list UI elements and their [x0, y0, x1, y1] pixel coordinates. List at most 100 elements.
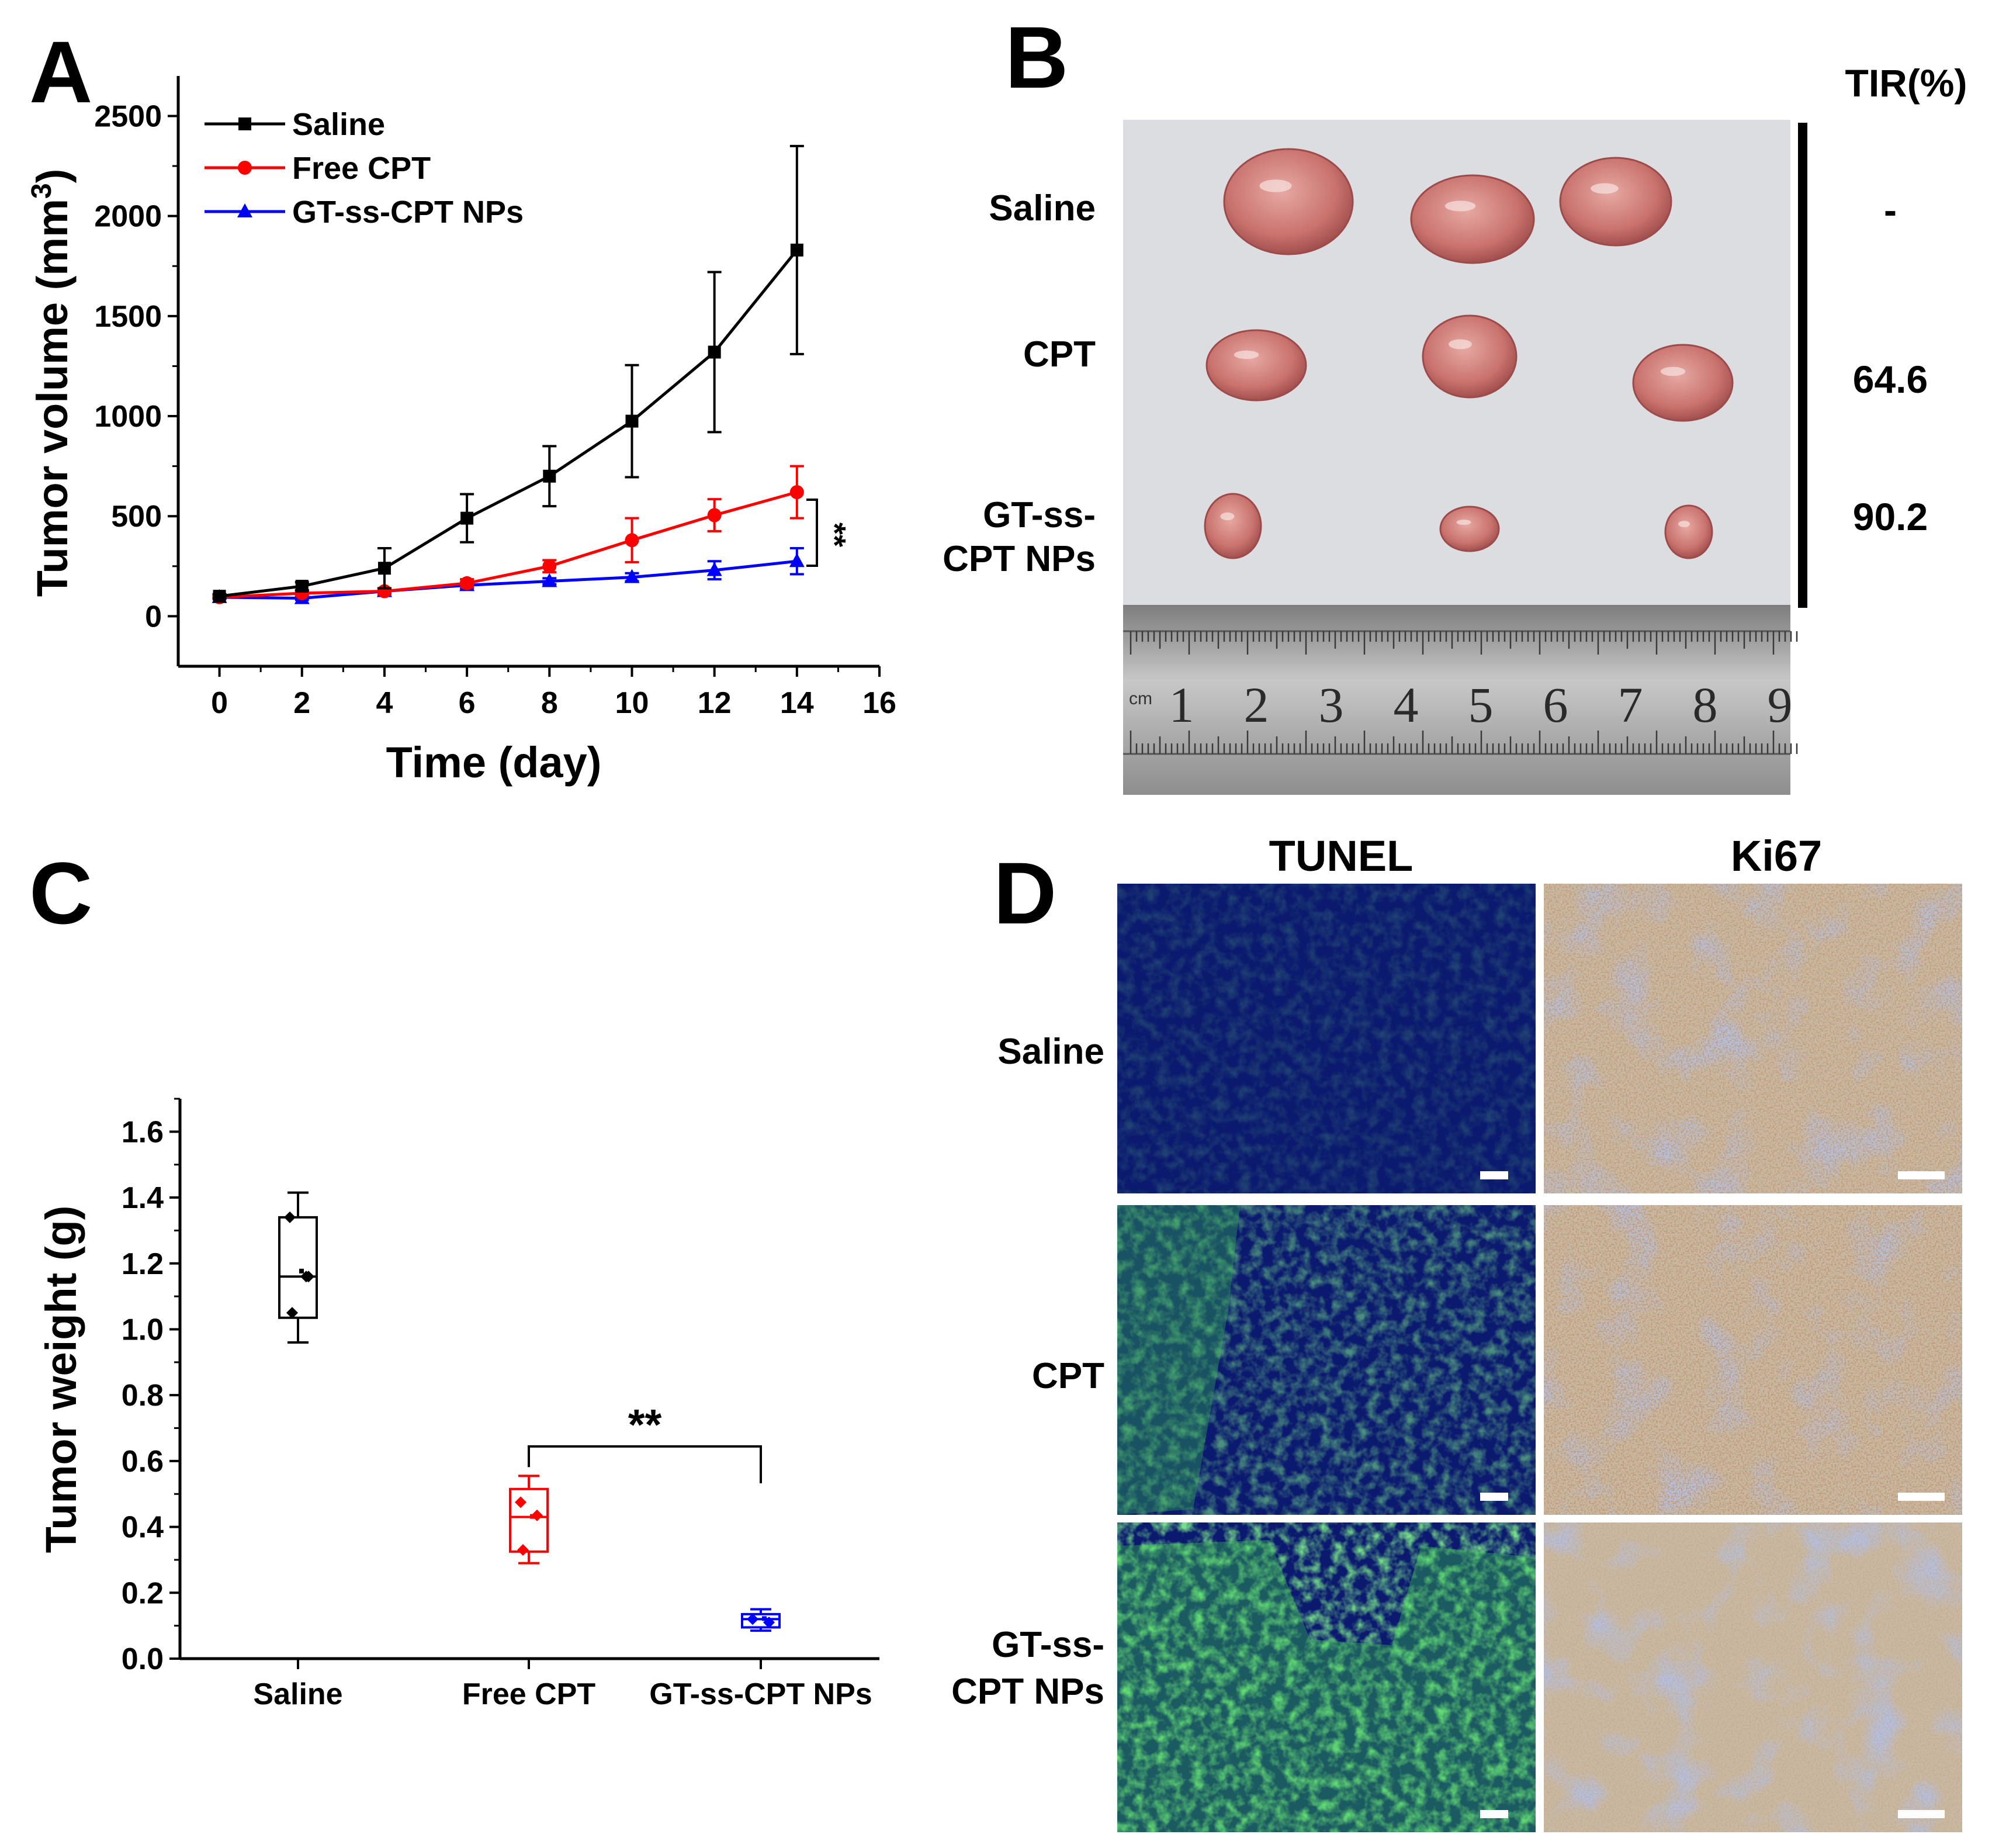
ruler-number: 9 — [1768, 677, 1793, 733]
tumor — [1223, 148, 1354, 255]
tumor-highlight — [1444, 200, 1476, 212]
box-data-point — [517, 1544, 529, 1556]
chart-a-x-tick-label: 12 — [698, 686, 732, 720]
chart-a-y-tick-label: 2000 — [94, 200, 162, 234]
photo-row-label: Saline — [989, 188, 1096, 229]
ruler-ticks — [1123, 630, 1798, 755]
scale-bar — [1480, 1493, 1508, 1501]
chart-a-x-tick-label: 16 — [862, 686, 896, 720]
scale-bar — [1898, 1171, 1945, 1179]
scale-bar — [1480, 1810, 1508, 1818]
photo-row-label: GT-ss- — [983, 495, 1096, 535]
chart-c-significance-label: ** — [628, 1400, 662, 1449]
legend-label: Saline — [292, 107, 385, 142]
chart-a-y-tick-label: 500 — [111, 500, 162, 534]
panel-label-b: B — [1005, 8, 1068, 106]
chart-c-y-tick-label: 1.4 — [122, 1181, 164, 1215]
tumor — [1205, 329, 1307, 402]
chart-c-y-tick-label: 1.2 — [122, 1247, 164, 1281]
box-data-point — [303, 1271, 314, 1283]
histology-row-label: CPT — [1032, 1356, 1104, 1396]
tumor-volume-chart: 0 2 4 6 8 10 12 14 16 0 500 1000 1500 2000 2500 Time (… — [26, 76, 896, 787]
box-iqr — [509, 1487, 549, 1553]
data-point — [790, 243, 803, 257]
panel-label-c: C — [29, 844, 92, 942]
chart-a-y-tick-label: 1000 — [94, 400, 162, 434]
column-label-ki67: Ki67 — [1731, 832, 1822, 880]
chart-a-x-tick-label: 2 — [293, 686, 310, 720]
data-point — [706, 562, 722, 576]
legend-label: GT-ss-CPT NPs — [292, 195, 524, 230]
tumor-highlight — [1678, 521, 1690, 527]
chart-c-significance-bracket — [528, 1445, 762, 1484]
box-mean — [299, 1268, 304, 1273]
chart-a-x-tick-label: 14 — [780, 686, 814, 720]
chart-c-y-label: Tumor weight (g) — [37, 1206, 85, 1553]
chart-a-significance-bracket — [806, 499, 818, 567]
tir-value: 90.2 — [1853, 495, 1928, 538]
chart-c-y-tick-label: 0.4 — [122, 1511, 164, 1545]
ruler-number: 7 — [1618, 677, 1643, 733]
tunel-signal — [1117, 1522, 1536, 1832]
chart-c-y-tick-label: 0.0 — [122, 1642, 164, 1676]
panel-d-row-labels: Saline CPT GT-ss- CPT NPs — [951, 1032, 1104, 1712]
panel-label-d: D — [993, 844, 1056, 942]
ruler-unit-label: cm — [1129, 689, 1152, 708]
data-point — [625, 414, 639, 428]
chart-c-y-tick-label: 1.6 — [122, 1115, 164, 1149]
tir-value: - — [1884, 188, 1897, 231]
tir-value: 64.6 — [1853, 358, 1928, 401]
chart-c-boxes — [278, 1191, 781, 1632]
chart-c-ticks: 0.0 0.2 0.4 0.6 0.8 1.0 1.2 1.4 1.6 Saline Free CP… — [122, 1098, 872, 1711]
chart-a-legend: Saline Free CPT GT-ss-CPT NPs — [205, 107, 524, 230]
chart-a-y-tick-label: 1500 — [94, 300, 162, 334]
box-data-point — [747, 1613, 758, 1625]
panel-label-a: A — [29, 23, 92, 121]
chart-a-y-label-sup: 3 — [26, 183, 57, 199]
data-point — [295, 580, 309, 593]
ruler-number: 6 — [1543, 677, 1568, 733]
column-label-tunel: TUNEL — [1269, 832, 1414, 880]
data-point — [707, 508, 722, 522]
chart-a-x-tick-label: 8 — [541, 686, 558, 720]
scale-bar — [1898, 1493, 1945, 1501]
chart-a-y-tick-label: 2500 — [94, 99, 162, 133]
histology-row-label: Saline — [997, 1032, 1104, 1072]
legend-marker — [237, 203, 252, 217]
photo-row-label: CPT — [1023, 334, 1096, 375]
data-point — [460, 576, 474, 590]
tumor — [1559, 157, 1672, 247]
box-data-point — [531, 1509, 543, 1521]
chart-c-y-tick-label: 0.2 — [122, 1576, 164, 1610]
data-point — [789, 485, 804, 500]
ki67-nuclei — [1544, 1522, 1962, 1832]
box-data-point — [763, 1617, 775, 1629]
box-data-point — [286, 1307, 298, 1319]
scale-bar — [1480, 1171, 1508, 1179]
tumor — [1422, 314, 1518, 399]
ruler-number: 3 — [1319, 677, 1344, 733]
tumor-highlight — [1660, 366, 1686, 376]
legend-label: Free CPT — [292, 151, 431, 186]
tumor-highlight — [1259, 179, 1292, 192]
chart-a-x-label: Time (day) — [386, 738, 602, 787]
histology-row-label: GT-ss- — [992, 1625, 1104, 1665]
ruler-number: 8 — [1693, 677, 1718, 733]
data-point — [543, 469, 556, 483]
ruler-number: 4 — [1394, 677, 1419, 733]
tumor-highlight — [1449, 339, 1472, 349]
ruler-number: 5 — [1468, 677, 1494, 733]
tumor — [1439, 506, 1500, 552]
tumor-highlight — [1234, 350, 1259, 359]
tumor — [1410, 174, 1535, 264]
legend-marker — [238, 117, 251, 130]
chart-a-y-label: Tumor volume (mm3) — [26, 169, 77, 597]
chart-c-x-tick-label: Saline — [253, 1677, 342, 1711]
tumor — [1664, 504, 1713, 559]
chart-a-series — [212, 144, 805, 604]
histology-panel: TUNEL Ki67 Saline CPT GT-ss- CPT NPs — [951, 832, 1962, 1832]
chart-a-y-label-close: ) — [28, 169, 77, 184]
panel-b-row-labels: Saline CPT GT-ss-CPT NPs — [943, 188, 1096, 579]
